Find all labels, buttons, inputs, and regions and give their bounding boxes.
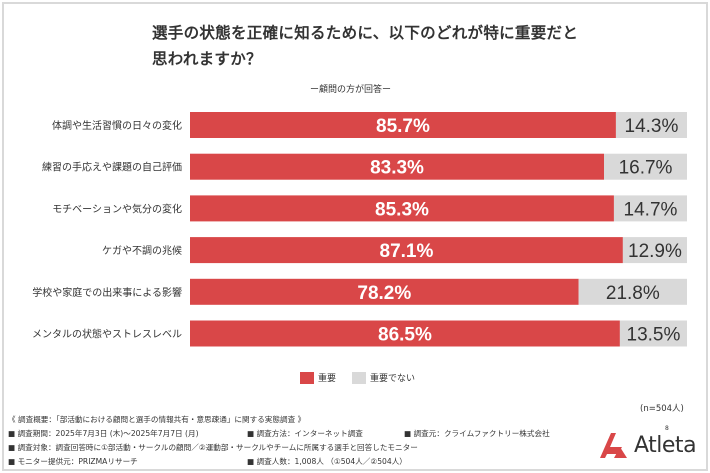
data-label-important: 87.1% bbox=[380, 241, 434, 262]
data-label-not-important: 14.3% bbox=[625, 116, 679, 137]
atleta-logo: Atleta bbox=[596, 430, 697, 460]
category-label: メンタルの状態やストレスレベル bbox=[32, 328, 182, 341]
footnote-title: 《 調査概要：「部活動における顧問と選手の情報共有・意思疎通」に関する実態調査 … bbox=[8, 415, 306, 424]
legend-item-important: 重要 bbox=[300, 371, 336, 384]
legend-swatch-important bbox=[300, 371, 314, 384]
footnote-provider: ■ モニター提供元：PRIZMAリサーチ bbox=[8, 457, 138, 466]
bar-important bbox=[190, 153, 605, 180]
bar-not-important bbox=[613, 195, 687, 222]
footnote-method: ■ 調査方法：インターネット調査 bbox=[247, 429, 363, 438]
category-label: 体調や生活習慣の日々の変化 bbox=[52, 119, 182, 132]
footnote-count: ■ 調査人数：1,008人 （①504人／②504人） bbox=[247, 457, 407, 466]
legend-label-important: 重要 bbox=[318, 374, 337, 384]
data-label-important: 86.5% bbox=[378, 325, 432, 346]
category-label: ケガや不調の兆候 bbox=[102, 244, 182, 257]
bar-not-important bbox=[619, 320, 687, 347]
bar-not-important bbox=[615, 112, 687, 138]
data-label-not-important: 16.7% bbox=[619, 158, 673, 179]
data-label-not-important: 13.5% bbox=[627, 325, 681, 346]
bar-not-important bbox=[622, 237, 687, 264]
data-label-not-important: 21.8% bbox=[606, 283, 660, 304]
data-label-not-important: 12.9% bbox=[628, 241, 682, 262]
data-label-not-important: 14.7% bbox=[624, 199, 678, 220]
footnote-target: ■ 調査対象：調査回答時に①部活動・サークルの顧問／②運動部・サークルやチームに… bbox=[8, 443, 418, 452]
data-label-important: 83.3% bbox=[370, 158, 424, 179]
legend: 重要 重要でない bbox=[300, 371, 431, 384]
footnote-org: ■ 調査元：クライムファクトリー株式会社 bbox=[404, 429, 550, 438]
bar-not-important bbox=[604, 153, 687, 180]
legend-label-not-important: 重要でない bbox=[370, 374, 416, 384]
legend-item-not-important: 重要でない bbox=[352, 371, 415, 384]
bar-not-important bbox=[578, 278, 687, 305]
bar-important bbox=[190, 195, 614, 222]
legend-swatch-not-important bbox=[352, 371, 367, 384]
atleta-logo-icon bbox=[600, 433, 627, 458]
data-label-important: 78.2% bbox=[357, 283, 411, 304]
atleta-logo-text: Atleta bbox=[634, 432, 697, 458]
chart-subtitle: ー顧問の方が回答ー bbox=[310, 85, 392, 95]
category-label: 学校や家庭での出来事による影響 bbox=[32, 286, 182, 299]
chart-title: 選手の状態を正確に知るために、以下のどれが特に重要だと 思われますか？ bbox=[152, 20, 578, 72]
data-label-important: 85.7% bbox=[376, 116, 430, 137]
bar-important bbox=[190, 278, 579, 305]
data-label-important: 85.3% bbox=[375, 199, 429, 220]
bar-important bbox=[190, 112, 616, 138]
category-label: 練習の手応えや課題の自己評価 bbox=[42, 161, 182, 174]
title-line-2: 思われますか？ bbox=[152, 50, 262, 68]
survey-footnote: 《 調査概要：「部活動における顧問と選手の情報共有・意思疎通」に関する実態調査 … bbox=[8, 413, 550, 469]
sample-size-note: (n=504人) bbox=[640, 404, 684, 414]
category-label: モチベーションや気分の変化 bbox=[52, 202, 182, 215]
title-line-1: 選手の状態を正確に知るために、以下のどれが特に重要だと bbox=[152, 24, 579, 42]
bar-important bbox=[190, 320, 620, 347]
bar-important bbox=[190, 237, 623, 264]
logo-superscript: 8 bbox=[665, 425, 669, 432]
footnote-period: ■ 調査期間：2025年7月3日 (木)〜2025年7月7日 (月) bbox=[8, 429, 199, 438]
